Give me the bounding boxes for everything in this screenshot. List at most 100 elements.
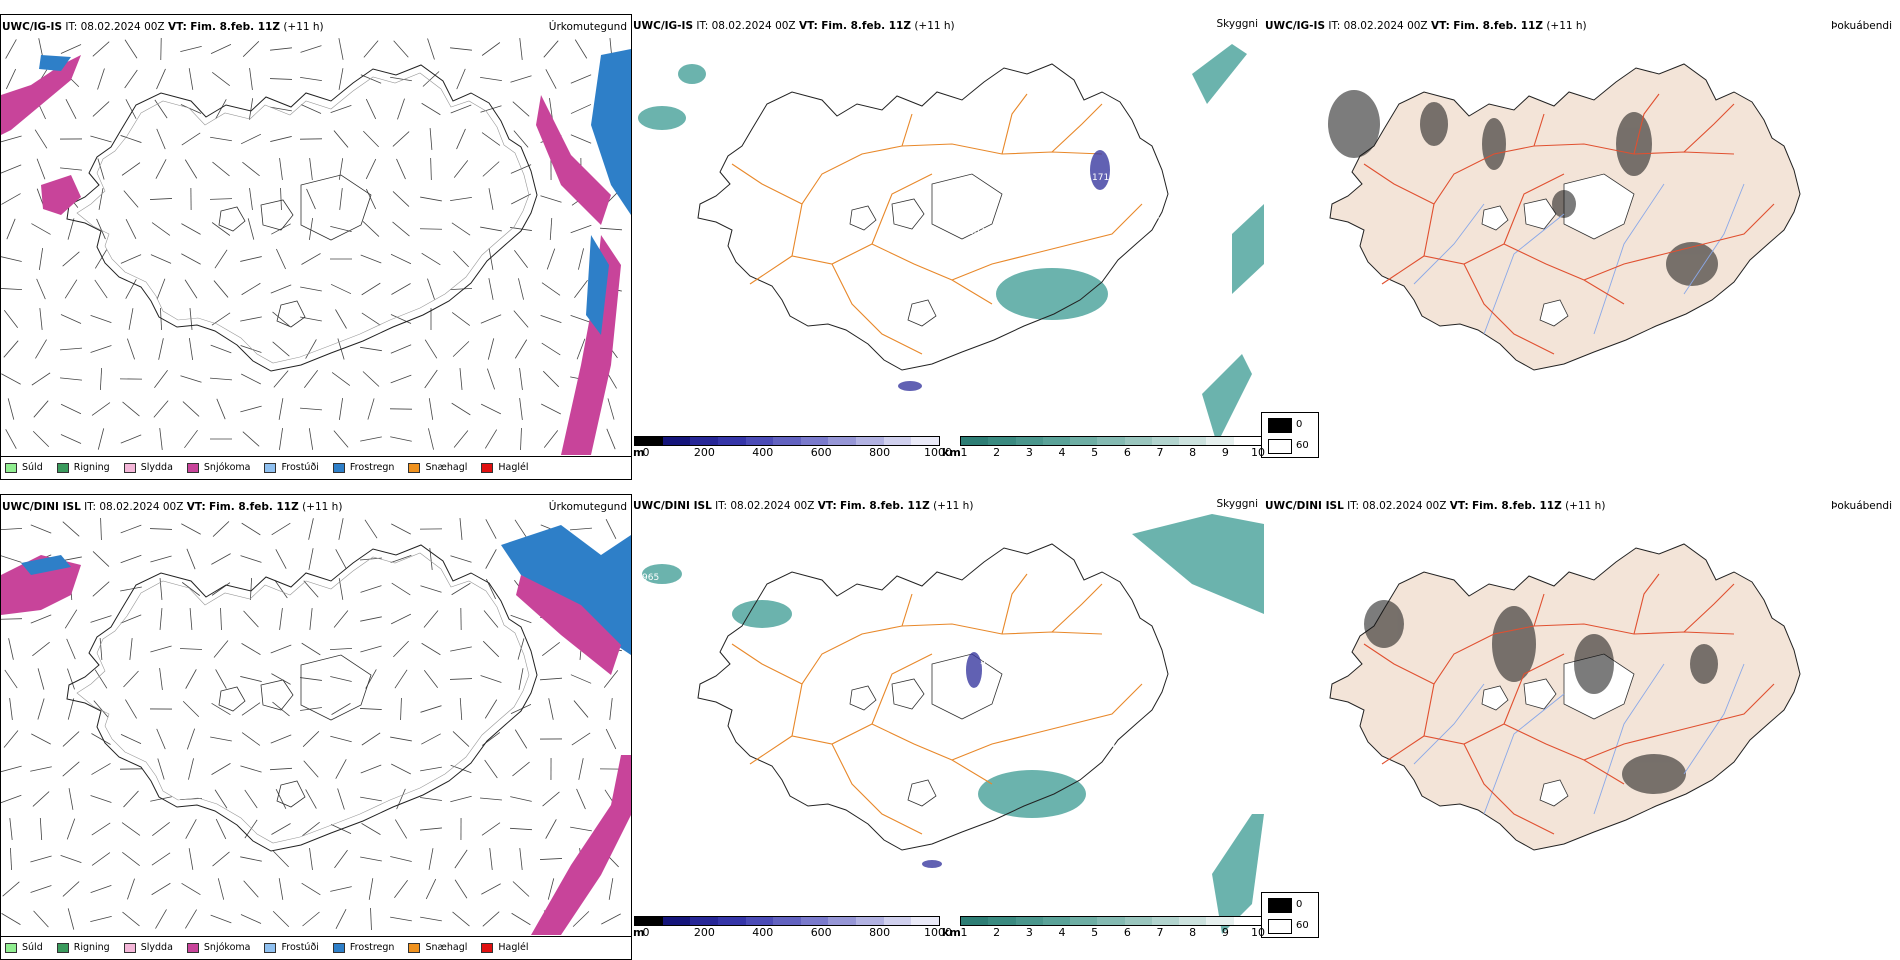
- vt-value: Fim. 8.feb. 11Z: [190, 21, 280, 33]
- legend-label: Frostregn: [350, 462, 395, 473]
- vt-value: Fim. 8.feb. 11Z: [209, 501, 299, 513]
- legend-label: Slydda: [141, 462, 173, 473]
- it-value: 08.02.2024 00Z: [1362, 500, 1446, 512]
- map-label: 300: [962, 725, 979, 735]
- legend-swatch: [333, 463, 345, 473]
- legend-label: Súld: [22, 462, 43, 473]
- legend-item: Frostregn: [333, 942, 395, 953]
- iceland-map-precip: [1, 515, 631, 935]
- visibility-colorbar: [960, 436, 1262, 446]
- legend-label: Snjókoma: [204, 462, 251, 473]
- tick-label: 400: [752, 926, 773, 939]
- tick-label: 5: [1091, 446, 1098, 459]
- legend-item: Frostregn: [333, 462, 395, 473]
- legend-label: Slydda: [141, 942, 173, 953]
- tick-label: 1: [961, 926, 968, 939]
- fog-legend-high: 60: [1296, 920, 1309, 931]
- legend-label: Súld: [22, 942, 43, 953]
- iceland-map-fog: [1264, 514, 1896, 934]
- tick-label: 9: [1222, 926, 1229, 939]
- vt-label: VT:: [1450, 500, 1469, 512]
- lead-time: (+11 h): [1565, 500, 1605, 512]
- vt-label: VT:: [168, 21, 187, 33]
- legend-swatch: [5, 463, 17, 473]
- visibility-colorbar: [960, 916, 1262, 926]
- legend-label: Frostregn: [350, 942, 395, 953]
- fog-legend: 0 60: [1261, 892, 1319, 938]
- tick-label: 4: [1059, 446, 1066, 459]
- fog-legend-high: 60: [1296, 440, 1309, 451]
- model-name: UWC/IG-IS: [1265, 20, 1325, 32]
- vt-label: VT:: [818, 500, 837, 512]
- legend-item: Snjókoma: [187, 942, 251, 953]
- legend-label: Rigning: [74, 942, 110, 953]
- it-label: IT:: [1328, 20, 1340, 32]
- legend-item: Súld: [5, 942, 43, 953]
- tick-label: 3: [1026, 446, 1033, 459]
- it-label: IT:: [84, 501, 96, 513]
- legend-label: Rigning: [74, 462, 110, 473]
- legend-swatch: [408, 943, 420, 953]
- legend-label: Frostúði: [281, 462, 318, 473]
- legend-item: Slydda: [124, 942, 173, 953]
- legend-swatch: [264, 943, 276, 953]
- lead-time: (+11 h): [283, 21, 323, 33]
- lead-time: (+11 h): [302, 501, 342, 513]
- tick-label: 800: [869, 926, 890, 939]
- legend-swatch: [124, 943, 136, 953]
- legend-swatch: [187, 943, 199, 953]
- visibility-unit: km: [942, 926, 961, 939]
- it-label: IT:: [65, 21, 77, 33]
- fog-panel-top: UWC/IG-IS IT: 08.02.2024 00Z VT: Fim. 8.…: [1264, 14, 1896, 480]
- vt-value: Fim. 8.feb. 11Z: [1453, 20, 1543, 32]
- legend-swatch: [124, 463, 136, 473]
- fog-legend-low: 0: [1296, 419, 1302, 430]
- panel-title: Úrkomutegund: [549, 501, 627, 513]
- legend-swatch: [481, 943, 493, 953]
- legend-item: Snæhagl: [408, 462, 467, 473]
- vt-value: Fim. 8.feb. 11Z: [821, 20, 911, 32]
- precip-type-panel-top: UWC/IG-IS IT: 08.02.2024 00Z VT: Fim. 8.…: [0, 14, 632, 480]
- lead-time: (+11 h): [1546, 20, 1586, 32]
- tick-label: 1: [961, 446, 968, 459]
- tick-label: 2: [993, 446, 1000, 459]
- model-name: UWC/IG-IS: [633, 20, 693, 32]
- tick-label: 7: [1157, 926, 1164, 939]
- map-label: 84: [966, 687, 978, 697]
- panel-title: Úrkomutegund: [549, 21, 627, 33]
- tick-label: 3: [1026, 926, 1033, 939]
- vt-value: Fim. 8.feb. 11Z: [1472, 500, 1562, 512]
- panel-title: Skyggni: [1217, 498, 1259, 510]
- legend-swatch: [187, 463, 199, 473]
- tick-label: 0: [643, 446, 650, 459]
- map-label: 171: [1092, 173, 1109, 183]
- legend-item: Haglél: [481, 462, 528, 473]
- it-value: 08.02.2024 00Z: [730, 500, 814, 512]
- panel-header: UWC/DINI ISL IT: 08.02.2024 00Z VT: Fim.…: [2, 501, 342, 513]
- legend-swatch: [333, 943, 345, 953]
- tick-label: 8: [1189, 926, 1196, 939]
- panel-title: Þokuábendi: [1831, 20, 1892, 32]
- tick-label: 200: [694, 926, 715, 939]
- legend-item: Frostúði: [264, 462, 318, 473]
- model-name: UWC/DINI ISL: [2, 501, 81, 513]
- panel-title: Skyggni: [1217, 18, 1259, 30]
- map-label: 965: [642, 573, 659, 583]
- legend-swatch: [264, 463, 276, 473]
- legend-item: Slydda: [124, 462, 173, 473]
- it-value: 08.02.2024 00Z: [99, 501, 183, 513]
- iceland-map-fog: [1264, 34, 1896, 454]
- panel-title: Þokuábendi: [1831, 500, 1892, 512]
- cloud-visibility-panel-bottom: UWC/DINI ISL IT: 08.02.2024 00Z VT: Fim.…: [632, 494, 1264, 960]
- it-label: IT:: [715, 500, 727, 512]
- legend-swatch: [481, 463, 493, 473]
- cloudbase-colorbar: [634, 916, 940, 926]
- iceland-map-precip: [1, 35, 631, 455]
- tick-label: 6: [1124, 926, 1131, 939]
- tick-label: 7: [1157, 446, 1164, 459]
- vt-label: VT:: [1431, 20, 1450, 32]
- legend-item: Snæhagl: [408, 942, 467, 953]
- vt-value: Fim. 8.feb. 11Z: [840, 500, 930, 512]
